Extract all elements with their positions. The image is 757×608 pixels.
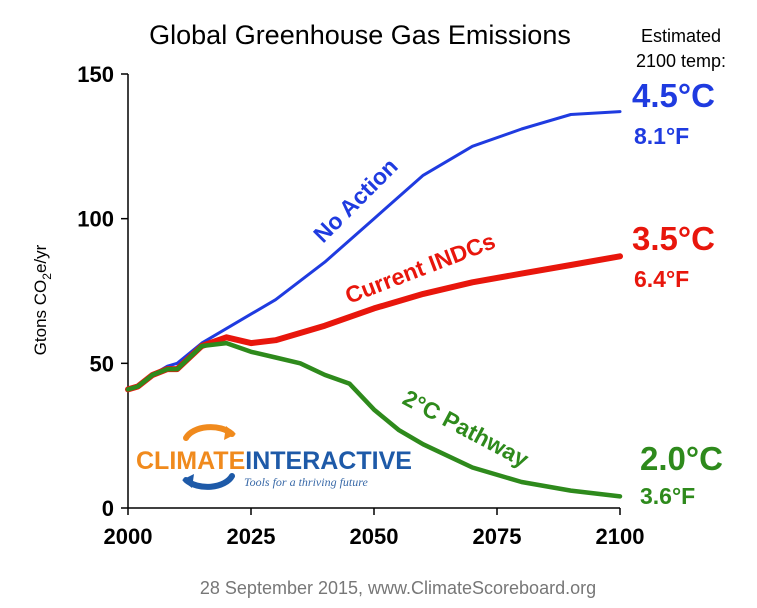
temp-c-2c-pathway: 2.0°C xyxy=(640,440,723,477)
temp-c-current-indcs: 3.5°C xyxy=(632,220,715,257)
logo-swirl-icon xyxy=(182,424,236,490)
estimated-temp-line2: 2100 temp: xyxy=(636,51,726,71)
series-label-2c-pathway: 2°C Pathway xyxy=(399,384,534,472)
temp-f-2c-pathway: 3.6°F xyxy=(640,483,695,509)
climate-interactive-logo: CLIMATEINTERACTIVE Tools for a thriving … xyxy=(136,424,412,490)
x-tick-label: 2100 xyxy=(596,524,645,549)
y-tick-label: 150 xyxy=(77,62,114,87)
x-tick-label: 2025 xyxy=(227,524,276,549)
y-tick-label: 100 xyxy=(77,207,114,232)
chart-title: Global Greenhouse Gas Emissions xyxy=(149,20,571,50)
x-tick-label: 2050 xyxy=(350,524,399,549)
axis-ticks: 0 50 100 150 2000 2025 2050 2075 2100 xyxy=(77,62,644,549)
y-tick-label: 50 xyxy=(90,351,114,376)
y-axis-label: Gtons CO2e/yr xyxy=(31,244,54,355)
y-tick-label: 0 xyxy=(102,496,114,521)
logo-wordmark: CLIMATEINTERACTIVE xyxy=(136,447,412,475)
temp-f-no-action: 8.1°F xyxy=(634,123,689,149)
series-line-2c-pathway xyxy=(125,340,623,499)
temp-c-no-action: 4.5°C xyxy=(632,77,715,114)
series-lines xyxy=(125,110,623,499)
x-tick-label: 2075 xyxy=(473,524,522,549)
footer-source: 28 September 2015, www.ClimateScoreboard… xyxy=(200,578,596,598)
x-tick-label: 2000 xyxy=(104,524,153,549)
temp-f-current-indcs: 6.4°F xyxy=(634,266,689,292)
logo-tagline: Tools for a thriving future xyxy=(244,475,368,489)
estimated-temp-line1: Estimated xyxy=(641,26,721,46)
